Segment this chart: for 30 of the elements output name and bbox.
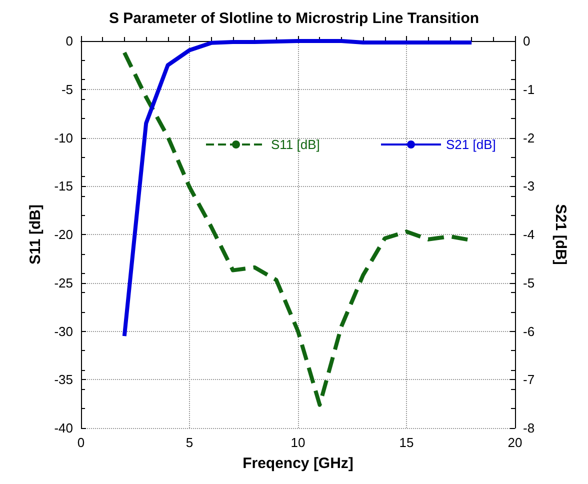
legend-label: S21 [dB] [446,137,496,152]
chart-title: S Parameter of Slotline to Microstrip Line Transition [108,10,480,27]
y2-tick-label: -6 [523,324,535,339]
x-tick-label: 10 [290,435,306,450]
x-tick-label: 20 [508,435,522,450]
y-tick-label: -10 [54,130,73,146]
y-tick-label: -35 [54,372,73,388]
y-tick-label: -25 [54,275,73,290]
y-tick-label: -15 [54,178,73,194]
y2-tick-label: -5 [523,275,535,290]
y2-tick-label: -7 [523,372,535,388]
x-tick-label: 0 [77,435,85,450]
x-tick-label: 5 [186,435,194,450]
x-tick-label: 15 [399,435,414,450]
line-series [122,39,474,338]
y2-axis-title: S21 [dB] [552,204,569,265]
y-tick-label: -5 [61,82,73,97]
y2-tick-label: -2 [523,130,535,146]
y2-tick-label: 0 [523,34,530,48]
y-tick-label: -30 [54,324,73,339]
y-axis-title: S11 [dB] [27,204,44,265]
y-tick-label: -20 [54,227,73,242]
y2-tick-label: -3 [523,178,535,194]
y-tick-label: -40 [54,420,73,436]
y2-tick-label: -8 [523,420,535,436]
x-axis-title: Freqency [GHz] [242,455,354,472]
y2-tick-label: -1 [523,82,535,97]
y-tick-label: 0 [66,34,73,48]
y2-tick-label: -4 [523,227,535,242]
legend-label: S11 [dB] [271,137,320,152]
